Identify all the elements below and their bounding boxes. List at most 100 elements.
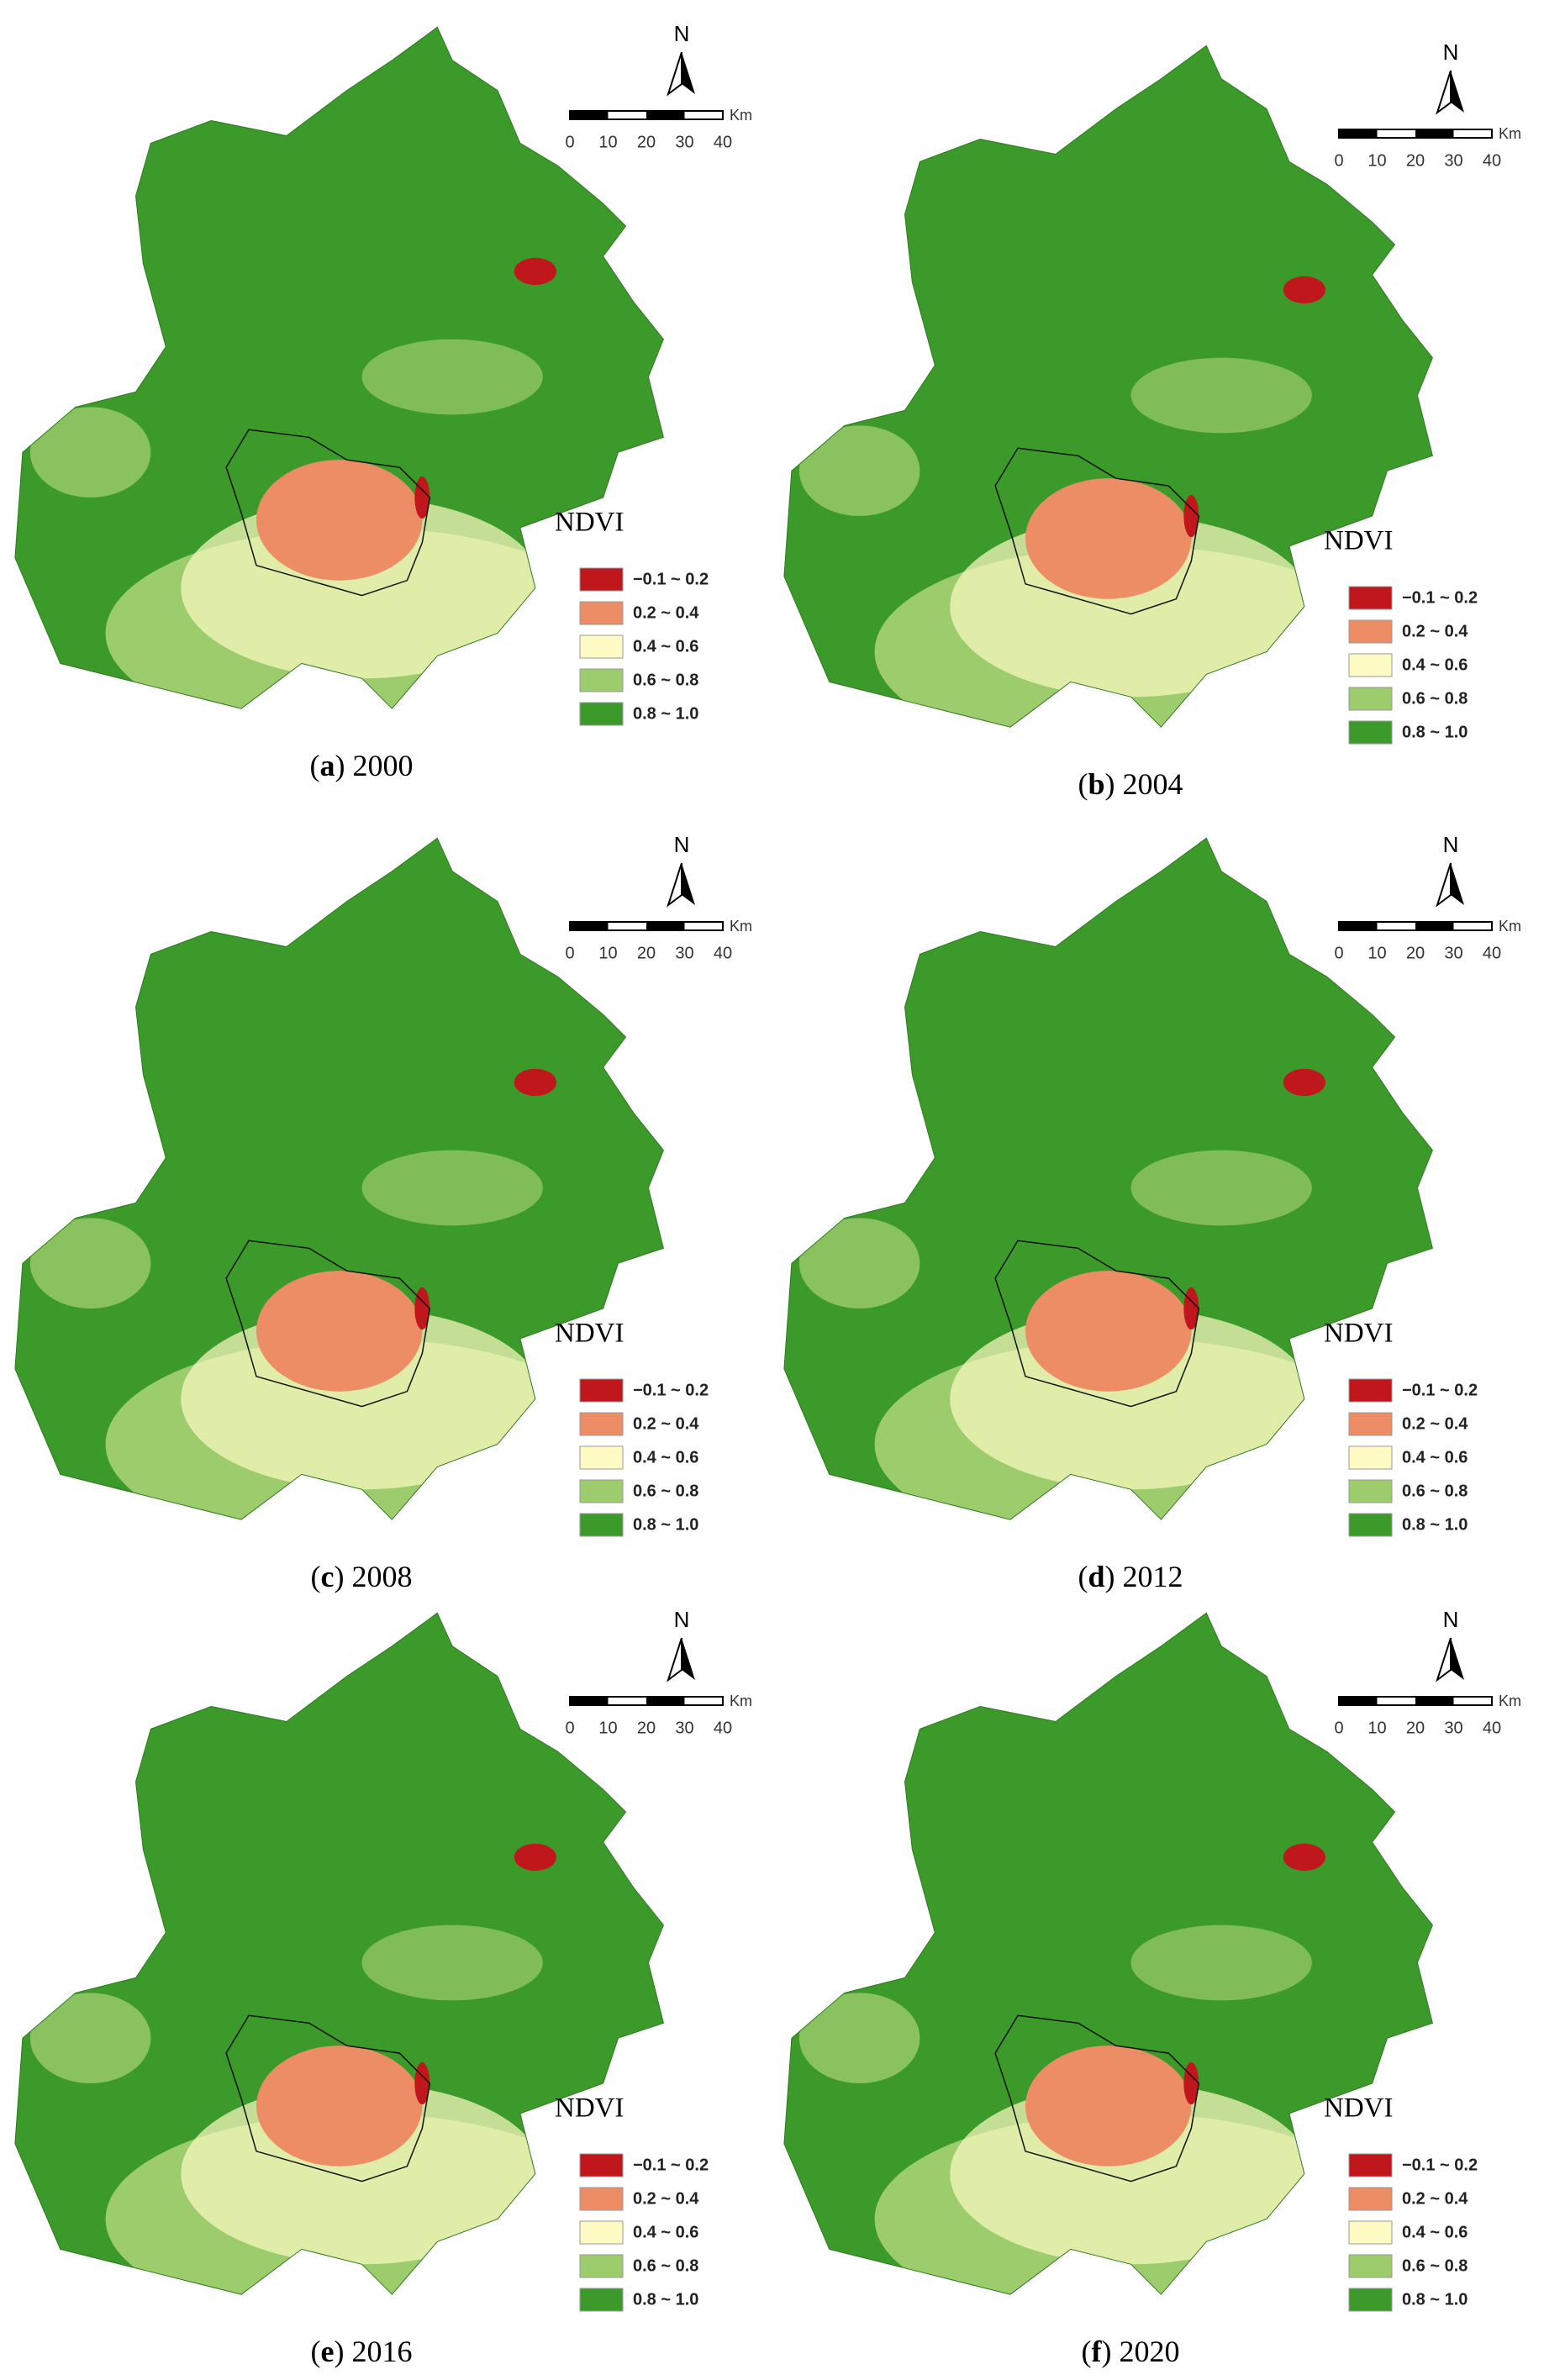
map-panel: N 0 10 20 30 40 Km NDVI −0.1 ~ 0.2 0.2 ~ 0.4 0.4 ~…: [14, 1607, 752, 2368]
legend-swatch: [579, 1378, 624, 1403]
caption-year: 2016: [351, 2335, 412, 2368]
legend-swatch: [579, 1513, 624, 1537]
scale-label: 10: [598, 944, 617, 962]
caption-letter: a: [320, 749, 335, 782]
scale-label: 0: [1334, 151, 1343, 170]
map-zone: [361, 1150, 543, 1226]
legend-label: 0.2 ~ 0.4: [633, 2189, 699, 2208]
legend-label: 0.6 ~ 0.8: [633, 1482, 698, 1500]
scale-segment: [570, 922, 609, 930]
map-zone: [256, 460, 423, 581]
caption-close: ): [335, 749, 345, 782]
legend-label: 0.2 ~ 0.4: [1402, 2189, 1468, 2208]
caption-year: 2008: [351, 1560, 412, 1593]
caption-year: 2012: [1123, 1560, 1183, 1593]
map-zone: [361, 1925, 543, 2001]
district-boundary: [225, 1240, 431, 1408]
map-zone: [1025, 1271, 1192, 1392]
map-zone: [361, 339, 543, 415]
legend-swatch: [579, 702, 624, 726]
legend-swatch: [1348, 1513, 1393, 1537]
scale-segment: [646, 1697, 685, 1705]
map-panel: N 0 10 20 30 40 Km NDVI −0.1 ~ 0.2 0.2 ~ 0.4 0.4 ~…: [14, 21, 752, 782]
scale-unit: Km: [730, 1693, 752, 1709]
scale-segment: [570, 1697, 609, 1705]
scale-segment: [1339, 922, 1378, 930]
scale-segment: [1415, 129, 1454, 138]
scale-label: 10: [598, 133, 617, 151]
scale-label: 10: [1367, 1719, 1386, 1737]
legend-label: 0.6 ~ 0.8: [1402, 2256, 1468, 2275]
legend-label: 0.6 ~ 0.8: [1402, 689, 1468, 708]
scale-label: 0: [1334, 944, 1343, 962]
caption-open: (: [1078, 1560, 1088, 1593]
scale-unit: Km: [1499, 125, 1521, 142]
map-panel: N 0 10 20 30 40 Km NDVI −0.1 ~ 0.2 0.2 ~ 0.4 0.4 ~…: [783, 832, 1521, 1593]
legend-label: −0.1 ~ 0.2: [633, 2156, 709, 2174]
caption-close: ): [1105, 1560, 1115, 1593]
legend-swatch: [1348, 2153, 1393, 2177]
north-arrow: [1451, 1638, 1464, 1680]
legend-swatch: [579, 2288, 624, 2312]
scale-unit: Km: [730, 107, 752, 124]
north-arrow: [682, 52, 695, 94]
caption: (c) 2008: [311, 1560, 413, 1593]
scale-label: 40: [1483, 1719, 1501, 1737]
legend-label: 0.2 ~ 0.4: [633, 603, 699, 622]
scale-segment: [646, 111, 685, 119]
map-panel: N 0 10 20 30 40 Km NDVI −0.1 ~ 0.2 0.2 ~ 0.4 0.4 ~…: [783, 39, 1521, 801]
map-zone: [256, 2046, 423, 2167]
scale-segment: [1415, 1697, 1454, 1705]
map-zone: [514, 1068, 556, 1097]
map-zone: [1283, 276, 1325, 304]
scale-label: 10: [1367, 944, 1386, 962]
map-zone: [798, 1218, 920, 1309]
scale-segment: [646, 922, 685, 930]
scale-label: 40: [1483, 944, 1501, 962]
legend-swatch: [1348, 1412, 1393, 1436]
legend-swatch: [579, 634, 624, 659]
scale-unit: Km: [1499, 918, 1521, 935]
caption-year: 2004: [1123, 767, 1183, 801]
legend-swatch: [579, 2187, 624, 2211]
legend-swatch: [1348, 2187, 1393, 2211]
north-arrow: [1436, 70, 1452, 115]
caption-open: (: [311, 1560, 321, 1593]
caption: (f) 2020: [1082, 2335, 1180, 2368]
scale-segment: [570, 111, 609, 119]
legend-label: 0.4 ~ 0.6: [1402, 656, 1468, 674]
north-arrow: [682, 863, 695, 905]
legend-label: −0.1 ~ 0.2: [633, 570, 709, 588]
north-arrow: [667, 1637, 682, 1682]
legend-swatch: [1348, 1479, 1393, 1503]
legend-label: −0.1 ~ 0.2: [1402, 588, 1478, 607]
legend-label: 0.6 ~ 0.8: [633, 671, 698, 689]
legend-swatch: [1348, 687, 1393, 711]
map-outline: [783, 837, 1433, 1520]
legend-label: −0.1 ~ 0.2: [633, 1381, 709, 1399]
caption-close: ): [334, 2335, 344, 2368]
legend-label: 0.2 ~ 0.4: [1402, 622, 1468, 640]
legend-title: NDVI: [555, 1319, 624, 1349]
caption-open: (: [1078, 767, 1088, 801]
map-zone: [514, 1843, 556, 1872]
map-outline: [783, 45, 1433, 728]
legend-swatch: [579, 567, 624, 592]
legend-label: 0.4 ~ 0.6: [1402, 2223, 1468, 2241]
north-label: N: [674, 21, 690, 46]
legend-label: 0.8 ~ 1.0: [633, 704, 698, 723]
north-arrow: [667, 862, 682, 908]
legend-swatch: [579, 1445, 624, 1470]
legend-swatch: [579, 601, 624, 625]
scale-label: 30: [1444, 944, 1462, 962]
scale-unit: Km: [730, 918, 752, 935]
scale-label: 40: [1483, 151, 1501, 170]
legend-label: 0.8 ~ 1.0: [1402, 2290, 1468, 2309]
map-zone: [514, 257, 556, 286]
map-zone: [1130, 1925, 1312, 2001]
scale-label: 30: [1444, 151, 1462, 170]
map-zone: [256, 1271, 423, 1392]
legend-swatch: [579, 2220, 624, 2245]
legend-swatch: [579, 1412, 624, 1436]
